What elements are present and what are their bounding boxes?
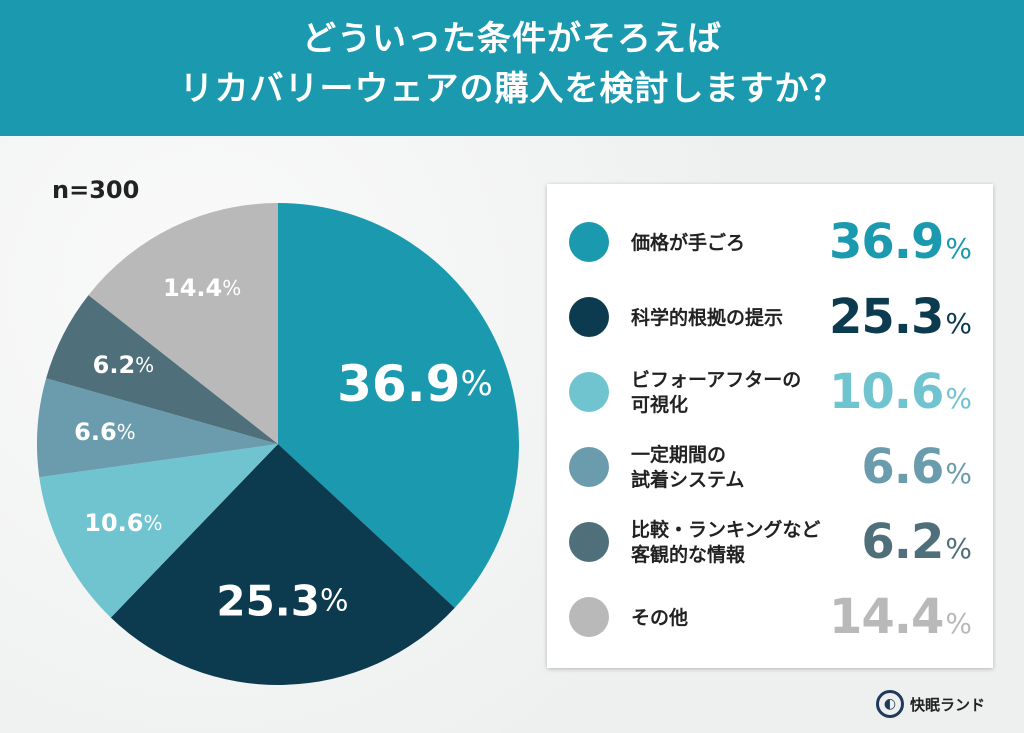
legend-item: 比較・ランキングなど 客観的な情報 6.2% [547,508,993,578]
slice-label-0: 36.9% [337,355,493,413]
slice-label-5: 14.4% [163,274,241,302]
pie-slice-0 [278,203,519,608]
title-line-2: リカバリーウェアの購入を検討しますか？ [179,69,845,109]
legend-value: 10.6% [828,364,972,420]
chart-title-banner: どういった条件がそろえば リカバリーウェアの購入を検討しますか？ [0,0,1024,136]
pie-chart: 36.9% 25.3% 10.6% 6.6% 6.2% 14.4% [37,203,519,685]
legend-value: 6.2% [861,514,972,570]
logo-icon: ◐ [876,690,904,718]
logo-text: 快眠ランド [910,695,986,714]
pie-slice-3 [37,378,279,478]
legend-item: 価格が手ごろ 36.9% [547,208,993,278]
pie-slice-2 [39,444,278,618]
legend: 価格が手ごろ 36.9% 科学的根拠の提示 25.3% ビフォーアフターの 可視化 10.6… [547,184,993,668]
legend-value: 14.4% [828,589,972,645]
sample-size: n=300 [52,176,140,204]
legend-swatch [569,447,609,487]
legend-value: 36.9% [828,214,972,270]
legend-swatch [569,522,609,562]
legend-label: その他 [631,606,689,629]
legend-label: 価格が手ごろ [631,231,746,254]
legend-label: ビフォーアフターの 可視化 [631,369,802,416]
legend-item: 科学的根拠の提示 25.3% [547,283,993,353]
brand-logo: ◐ 快眠ランド [876,690,985,718]
pie-slice-4 [46,295,278,444]
legend-item: その他 14.4% [547,583,993,653]
legend-value: 6.6% [861,439,972,495]
legend-swatch [569,597,609,637]
legend-swatch [569,222,609,262]
slice-label-2: 10.6% [84,509,162,537]
legend-swatch [569,297,609,337]
legend-value: 25.3% [828,289,972,345]
pie-slice-1 [110,444,455,685]
slice-label-4: 6.2% [93,351,155,379]
legend-item: 一定期間の 試着システム 6.6% [547,433,993,503]
legend-label: 一定期間の 試着システム [631,444,745,491]
title-line-1: どういった条件がそろえば [302,19,722,59]
slice-label-1: 25.3% [216,576,348,625]
legend-label: 比較・ランキングなど 客観的な情報 [631,519,821,566]
slice-label-3: 6.6% [74,418,136,446]
pie-slice-5 [88,203,278,444]
legend-label: 科学的根拠の提示 [631,306,784,329]
legend-swatch [569,372,609,412]
legend-item: ビフォーアフターの 可視化 10.6% [547,358,993,428]
